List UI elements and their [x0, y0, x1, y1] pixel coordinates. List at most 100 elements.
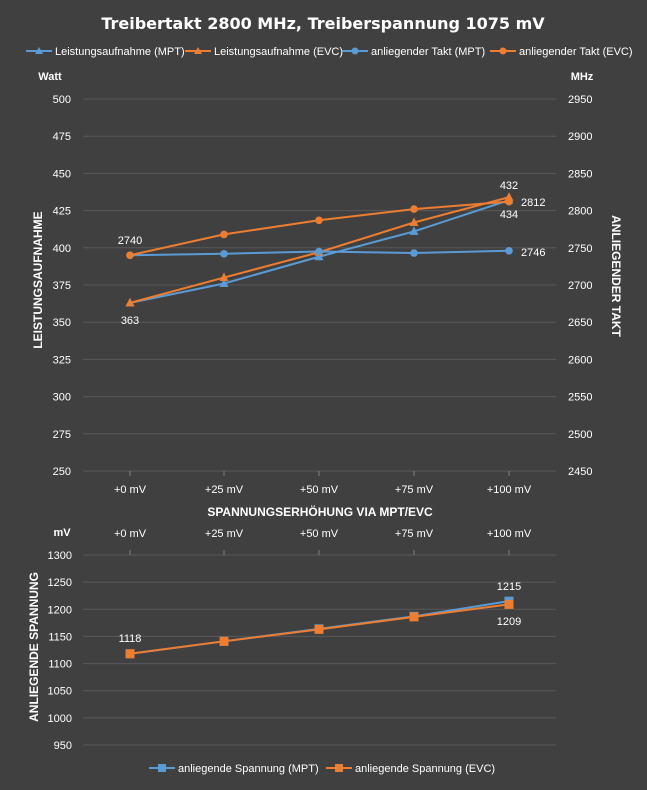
- data-label: 2746: [521, 247, 545, 259]
- axes: 250 275 300 325 350 375 400 425 450 475 500 2450 250…: [48, 94, 593, 752]
- bottom-left-axis-title: ANLIEGENDE SPANNUNG: [27, 572, 41, 722]
- x-tick-label: +75 mV: [395, 484, 434, 496]
- y-left-tick-label: 300: [53, 392, 71, 404]
- x-axis-title: SPANNUNGSERHÖHUNG VIA MPT/EVC: [207, 504, 433, 519]
- data-point: [505, 246, 513, 255]
- x-tick-label: +0 mV: [114, 484, 147, 496]
- y-left-tick-label: 250: [53, 466, 71, 478]
- triangle-marker-icon: [194, 47, 202, 54]
- gridlines: [83, 98, 556, 746]
- y-left-tick-label: 450: [53, 168, 71, 180]
- data-point: [409, 217, 419, 227]
- legend-top: Leistungsaufnahme (MPT) Leistungsaufnahm…: [26, 46, 633, 58]
- square-marker-icon: [335, 764, 343, 772]
- y-right-tick-label: 2750: [568, 243, 592, 255]
- y-right-tick-label: 2450: [568, 466, 592, 478]
- data-point: [409, 612, 419, 622]
- y-right-tick-label: 2850: [568, 168, 592, 180]
- data-point: [126, 251, 134, 260]
- y-right-tick-label: 2800: [568, 206, 592, 218]
- data-point: [314, 624, 324, 634]
- right-axis-title: ANLIEGENDER TAKT: [609, 215, 623, 337]
- data-point: [315, 247, 323, 256]
- legend-item-clock-mpt: anliegender Takt (MPT): [342, 46, 485, 58]
- x-tick-label: +25 mV: [205, 528, 244, 540]
- y-left-tick-label: 500: [53, 94, 71, 106]
- left-axis-title: LEISTUNGSAUFNAHME: [31, 211, 45, 348]
- legend-item-power-evc: Leistungsaufnahme (EVC): [185, 46, 343, 58]
- legend-bottom: anliegende Spannung (MPT) anliegende Spa…: [149, 763, 495, 775]
- series-line: [129, 200, 510, 257]
- legend-label: anliegende Spannung (EVC): [355, 763, 495, 775]
- y-right-tick-label: 2500: [568, 429, 592, 441]
- y-left-tick-label: 475: [53, 131, 71, 143]
- y-tick-label: 1050: [48, 686, 72, 698]
- y-right-tick-label: 2650: [568, 317, 592, 329]
- data-point: [220, 230, 228, 239]
- y-right-tick-label: 2700: [568, 280, 592, 292]
- data-point: [409, 226, 419, 235]
- y-left-tick-label: 275: [53, 429, 71, 441]
- data-point: [219, 278, 229, 288]
- legend-label: anliegender Takt (EVC): [519, 46, 633, 58]
- data-label: 1118: [119, 633, 142, 645]
- bottom-axis-unit: mV: [53, 527, 71, 539]
- y-left-tick-label: 375: [53, 280, 71, 292]
- data-point: [410, 249, 418, 257]
- series-layer: [125, 192, 514, 659]
- data-label: 1215: [497, 581, 521, 593]
- legend-label: anliegende Spannung (MPT): [178, 763, 319, 775]
- x-tick-label: +100 mV: [487, 528, 532, 540]
- y-tick-label: 1250: [48, 577, 72, 589]
- y-left-tick-label: 350: [53, 317, 71, 329]
- data-point: [505, 197, 513, 206]
- data-label: 2812: [521, 197, 545, 209]
- data-point: [315, 216, 323, 225]
- legend-label: Leistungsaufnahme (MPT): [55, 46, 185, 58]
- y-tick-label: 1000: [48, 713, 72, 725]
- x-tick-label: +75 mV: [395, 528, 434, 540]
- y-right-tick-label: 2900: [568, 131, 592, 143]
- right-axis-unit: MHz: [571, 71, 594, 83]
- chart-title: Treibertakt 2800 MHz, Treiberspannung 10…: [101, 14, 545, 33]
- data-point: [410, 205, 418, 213]
- legend-label: anliegender Takt (MPT): [371, 46, 485, 58]
- data-label: 1209: [497, 616, 521, 628]
- y-tick-label: 1100: [48, 659, 72, 671]
- y-tick-label: 1200: [48, 604, 72, 616]
- data-label: 432: [500, 180, 518, 192]
- data-point: [125, 297, 135, 307]
- legend-item-power-mpt: Leistungsaufnahme (MPT): [26, 46, 185, 58]
- legend-label: Leistungsaufnahme (EVC): [214, 46, 343, 58]
- y-left-tick-label: 425: [53, 206, 71, 218]
- data-label: 363: [121, 315, 139, 327]
- circle-marker-icon: [499, 47, 507, 55]
- triangle-marker-icon: [35, 47, 43, 54]
- x-tick-label: +50 mV: [300, 484, 339, 496]
- y-left-tick-label: 325: [53, 354, 71, 366]
- data-point: [219, 636, 229, 646]
- x-tick-label: +100 mV: [487, 484, 532, 496]
- data-point: [220, 249, 228, 258]
- y-right-tick-label: 2550: [568, 392, 592, 404]
- data-label: 434: [500, 209, 518, 221]
- x-tick-label: +50 mV: [300, 528, 339, 540]
- y-right-tick-label: 2600: [568, 354, 592, 366]
- x-tick-label: +25 mV: [205, 484, 244, 496]
- data-point: [125, 649, 135, 659]
- y-tick-label: 1150: [48, 631, 72, 643]
- legend-item-voltage-evc: anliegende Spannung (EVC): [326, 763, 495, 775]
- data-point: [314, 251, 324, 261]
- y-tick-label: 950: [54, 740, 72, 752]
- legend-item-voltage-mpt: anliegende Spannung (MPT): [149, 763, 319, 775]
- x-tick-label: +0 mV: [114, 528, 147, 540]
- y-tick-label: 1300: [48, 550, 72, 562]
- y-right-tick-label: 2950: [568, 94, 592, 106]
- left-axis-unit: Watt: [38, 71, 62, 83]
- circle-marker-icon: [351, 47, 359, 55]
- legend-item-clock-evc: anliegender Takt (EVC): [490, 46, 633, 58]
- data-point: [504, 192, 514, 201]
